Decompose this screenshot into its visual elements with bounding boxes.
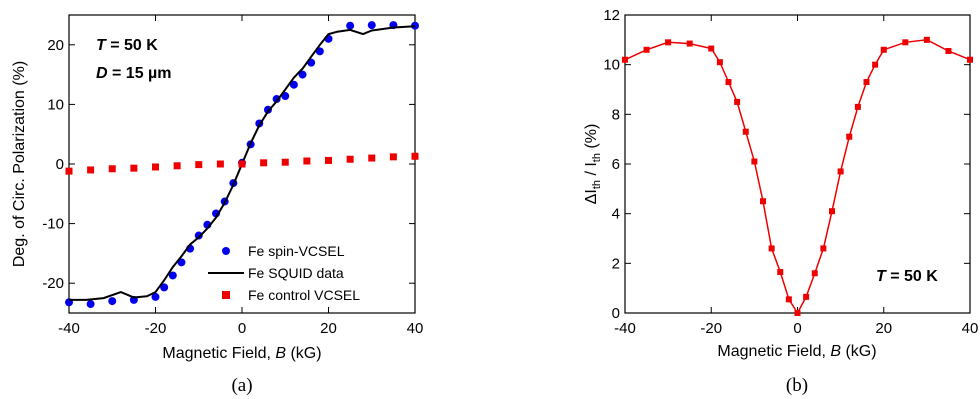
chart-a-series-2-point — [346, 155, 354, 163]
chart-b-series-0-point — [829, 208, 835, 215]
chart-b-series-0-point — [643, 46, 650, 53]
chart-b-y-tick-label: 0 — [612, 305, 620, 322]
chart-a-y-tick-label: 0 — [56, 156, 64, 173]
chart-b-series-0-point — [725, 79, 732, 86]
chart-b-series-0-point — [665, 39, 672, 46]
chart-a-legend: Fe spin-VCSEL Fe SQUID data Fe control V… — [208, 243, 360, 303]
chart-b-series-0-point — [803, 293, 810, 300]
chart-a-series-0-point — [151, 292, 160, 301]
chart-b-x-tick-label: 0 — [793, 320, 801, 337]
chart-b-series-0-point — [846, 133, 853, 140]
chart-a-series-2-point — [65, 167, 73, 175]
chart-b-series-0-point — [811, 270, 818, 277]
chart-b-series-0-point — [902, 39, 909, 46]
chart-a-y-tick-label: -10 — [42, 216, 64, 233]
chart-b-series-0-point — [716, 59, 723, 66]
chart-b-y-tick-label: 4 — [612, 206, 620, 223]
chart-b-series-0-point — [742, 128, 749, 135]
chart-b-series-0-point — [622, 56, 628, 63]
chart-a-temperature-annotation: T = 50 K — [96, 37, 158, 54]
chart-b-x-axis-label: Magnetic Field, B (kG) — [717, 343, 876, 360]
chart-a-series-0-point — [108, 297, 117, 306]
chart-a-y-axis-label: Deg. of Circ. Polarization (%) — [11, 61, 28, 267]
legend-marker-fe-control-vcsel — [222, 291, 230, 299]
chart-a-series-2-point — [411, 152, 419, 160]
chart-b-series-0-point — [837, 168, 844, 175]
chart-a-series-0-point — [86, 300, 95, 309]
chart-b-temperature-annotation: T = 50 K — [876, 268, 938, 285]
chart-a-series-2-point — [152, 163, 159, 171]
chart-a-y-tick-label: 20 — [47, 37, 64, 54]
chart-b-series-0-point — [734, 98, 741, 105]
chart-a-x-tick-label: -20 — [145, 320, 167, 337]
chart-b-series-0-point — [785, 296, 792, 303]
chart-b-series-0-point — [872, 61, 879, 68]
chart-a-series-0-point — [281, 92, 290, 101]
chart-b-series-0-point — [794, 310, 801, 316]
chart-b-y-tick-label: 6 — [612, 156, 620, 173]
chart-b-series-0-point — [686, 40, 693, 47]
chart-b-y-tick-label: 10 — [603, 57, 620, 74]
chart-a-series-2-point — [260, 159, 268, 167]
chart-b-y-tick-label: 8 — [612, 106, 620, 123]
chart-b-x-tick-label: -20 — [700, 320, 722, 337]
chart-a-x-tick-label: 20 — [320, 320, 337, 337]
chart-a-series-2-point — [87, 166, 95, 174]
legend-label-fe-spin-vcsel: Fe spin-VCSEL — [248, 243, 345, 259]
chart-b-series-0-point — [945, 48, 952, 55]
chart-b: -40 -20 0 20 40 0 2 4 6 8 10 12 Magnetic Field, B (… — [583, 7, 978, 396]
chart-b-series-0-point — [708, 45, 715, 52]
chart-a-series-0-point — [367, 21, 376, 30]
chart-a-diameter-annotation: D = 15 µm — [96, 65, 171, 82]
chart-a-x-tick-label: -40 — [58, 320, 80, 337]
chart-b-series-0-point — [768, 245, 775, 252]
chart-a-series-2-point — [303, 157, 311, 165]
chart-a-y-tick-label: -20 — [42, 275, 64, 292]
chart-a-series-0-point — [298, 70, 307, 79]
chart-a-series-0-point — [194, 231, 203, 240]
chart-a-series-2-point — [325, 156, 332, 164]
chart-a-y-tick-label: 10 — [47, 96, 64, 113]
chart-b-series-0-point — [820, 245, 827, 252]
chart-a-series-0-point — [289, 80, 298, 89]
chart-b-series-0-point — [751, 158, 758, 165]
chart-b-series-0-point — [967, 56, 973, 63]
chart-a: -40 -20 0 20 40 -20 -10 0 10 20 Magnetic Field, B… — [11, 14, 424, 396]
chart-b-series-0-point — [760, 198, 766, 205]
chart-b-x-tick-label: -40 — [614, 320, 636, 337]
chart-a-panel-label: (a) — [231, 375, 252, 396]
chart-a-series-2-point — [389, 153, 397, 161]
chart-a-series-0-point — [411, 21, 419, 30]
chart-b-series-0-point — [777, 269, 784, 276]
legend-label-fe-squid-data: Fe SQUID data — [248, 265, 344, 281]
legend-label-fe-control-vcsel: Fe control VCSEL — [248, 287, 360, 303]
chart-a-series-0-point — [168, 271, 177, 280]
chart-a-series-0-point — [315, 47, 324, 56]
chart-b-series-0-point — [923, 36, 930, 43]
chart-b-x-tick-label: 40 — [962, 320, 979, 337]
chart-a-series-2-point — [173, 162, 181, 170]
chart-b-y-tick-label: 12 — [603, 7, 620, 24]
chart-b-x-tick-label: 20 — [875, 320, 892, 337]
chart-b-y-tick-label: 2 — [612, 255, 620, 272]
chart-a-x-axis-label: Magnetic Field, B (kG) — [162, 345, 321, 362]
chart-a-series-0-point — [346, 21, 355, 30]
chart-a-series-2-point — [281, 158, 289, 166]
chart-b-panel-label: (b) — [786, 375, 808, 396]
chart-a-series-2-point — [195, 161, 203, 169]
chart-b-y-axis-label: ΔIth / Ith (%) — [583, 124, 603, 205]
chart-a-series-2-point — [368, 154, 376, 162]
chart-a-series-2-point — [216, 160, 224, 168]
chart-a-series-2-point — [238, 160, 246, 168]
legend-marker-fe-spin-vcsel — [222, 247, 230, 255]
chart-a-series-0-point — [160, 283, 169, 292]
chart-a-x-tick-label: 0 — [238, 320, 246, 337]
chart-b-series-0-point — [854, 103, 861, 110]
chart-b-series-0-point — [880, 46, 887, 53]
chart-a-series-2-point — [108, 165, 116, 173]
chart-b-series-0-point — [863, 79, 870, 86]
chart-a-series-2-point — [130, 164, 138, 172]
chart-a-x-tick-label: 40 — [407, 320, 424, 337]
